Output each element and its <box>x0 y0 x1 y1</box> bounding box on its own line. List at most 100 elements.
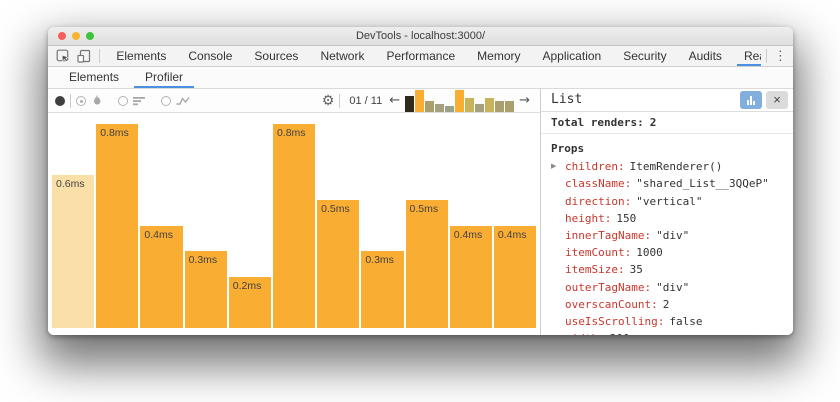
window-titlebar: DevTools - localhost:3000/ <box>48 27 793 46</box>
prop-row-useIsScrolling: useIsScrolling: false <box>551 313 783 330</box>
record-button[interactable] <box>55 95 65 106</box>
interactions-radio[interactable] <box>161 95 171 106</box>
commit-bar-label: 0.4ms <box>497 229 527 241</box>
prop-row-children: ▶ children: ItemRenderer() <box>551 158 783 175</box>
line-chart-icon <box>176 96 190 105</box>
commit-bar-3[interactable]: 0.4ms <box>140 226 183 328</box>
commit-bar-label: 0.3ms <box>365 254 394 266</box>
commit-bar-9[interactable]: 0.5ms <box>405 200 448 328</box>
snapshot-bar-2[interactable] <box>415 89 425 112</box>
prop-row-height: height: 150 <box>551 210 783 227</box>
snapshot-bar-10[interactable] <box>495 100 505 112</box>
view-option-ranked[interactable] <box>118 95 146 106</box>
commit-bar-label: 0.4ms <box>453 229 483 241</box>
close-window-button[interactable] <box>58 32 66 40</box>
commit-bar-4[interactable]: 0.3ms <box>184 251 227 328</box>
prop-value: "div" <box>656 280 690 294</box>
prop-name: innerTagName: <box>565 229 652 243</box>
tab-performance[interactable]: Performance <box>386 49 456 63</box>
snapshot-bar-9[interactable] <box>485 97 495 112</box>
profiler-toolbar: ⚙ 01 / 11 ← → <box>48 89 540 113</box>
overflow-menu-icon[interactable]: ⋮ <box>773 48 787 63</box>
tab-sources[interactable]: Sources <box>254 49 299 63</box>
ranked-radio[interactable] <box>118 95 128 106</box>
prop-name: itemCount: <box>565 246 632 260</box>
prop-row-className: className: "shared_List__3QQeP" <box>551 175 783 192</box>
snapshot-bar-11[interactable] <box>505 100 515 112</box>
tab-security[interactable]: Security <box>623 49 667 63</box>
prop-row-innerTagName: innerTagName: "div" <box>551 227 783 244</box>
prop-value: ItemRenderer() <box>629 160 723 174</box>
traffic-lights <box>58 27 94 45</box>
next-snapshot-arrow[interactable]: → <box>519 93 530 108</box>
commit-bar-7[interactable]: 0.5ms <box>317 200 360 328</box>
flamegraph-radio[interactable] <box>76 95 86 106</box>
tab-application[interactable]: Application <box>542 49 602 63</box>
zoom-window-button[interactable] <box>86 32 94 40</box>
commit-bar-label: 0.2ms <box>232 280 262 292</box>
props-list: ▶ children: ItemRenderer() className: "share… <box>551 158 783 335</box>
view-option-flamegraph[interactable] <box>76 94 103 107</box>
toggle-device-toolbar-icon[interactable] <box>73 46 94 66</box>
flame-icon <box>94 94 101 105</box>
component-name: List <box>551 92 583 108</box>
ranked-chart-icon <box>133 96 145 105</box>
tab-memory[interactable]: Memory <box>477 49 521 63</box>
commit-bar-label: 0.4ms <box>144 229 173 241</box>
previous-snapshot-arrow[interactable]: ← <box>389 93 401 108</box>
subtab-profiler[interactable]: Profiler <box>132 67 196 88</box>
commit-bar-1[interactable]: 0.6ms <box>52 175 95 328</box>
prop-name: outerTagName: <box>565 280 652 294</box>
prop-value: "vertical" <box>636 194 703 208</box>
profiler-left-pane: ⚙ 01 / 11 ← → 0.6ms 0.8ms 0.4ms 0.3ms 0.2ms 0… <box>48 89 540 335</box>
minimize-window-button[interactable] <box>72 32 80 40</box>
prop-row-itemCount: itemCount: 1000 <box>551 244 783 261</box>
snapshot-bar-8[interactable] <box>475 103 485 112</box>
snapshot-bar-7[interactable] <box>465 97 475 112</box>
commit-bar-10[interactable]: 0.4ms <box>449 226 492 328</box>
close-details-button[interactable]: × <box>766 90 788 109</box>
commit-bar-label: 0.8ms <box>100 127 129 139</box>
tab-network[interactable]: Network <box>320 49 365 63</box>
devtools-window: DevTools - localhost:3000/ Elements Conso… <box>48 27 793 335</box>
tab-console[interactable]: Console <box>188 49 233 63</box>
commit-bar-6[interactable]: 0.8ms <box>272 124 316 328</box>
commit-bar-11[interactable]: 0.4ms <box>493 226 537 328</box>
prop-value: 300 <box>610 330 630 335</box>
view-option-interactions[interactable] <box>161 95 190 106</box>
profiler-content: ⚙ 01 / 11 ← → 0.6ms 0.8ms 0.4ms 0.3ms 0.2ms 0… <box>48 89 793 335</box>
toolbar-divider <box>70 93 71 108</box>
snapshot-bar-1[interactable] <box>405 95 415 112</box>
prop-value: 1000 <box>636 246 663 260</box>
snapshot-bar-4[interactable] <box>435 103 445 112</box>
commit-bar-label: 0.6ms <box>56 178 85 190</box>
tab-react[interactable]: React <box>733 46 761 66</box>
gear-icon[interactable]: ⚙ <box>321 92 335 109</box>
prop-value: "shared_List__3QQeP" <box>636 177 769 191</box>
view-renders-chart-button[interactable] <box>740 90 762 109</box>
prop-name: children: <box>565 160 625 174</box>
snapshot-bar-3[interactable] <box>425 100 435 112</box>
subtab-elements[interactable]: Elements <box>69 70 120 84</box>
pane-divider[interactable] <box>540 89 541 335</box>
commit-bar-5[interactable]: 0.2ms <box>228 277 271 328</box>
commit-bar-2[interactable]: 0.8ms <box>96 124 139 328</box>
snapshot-bar-6[interactable] <box>455 89 465 112</box>
bar-chart-icon <box>747 95 755 105</box>
disclosure-triangle-icon[interactable]: ▶ <box>551 162 557 171</box>
prop-name: width: <box>565 330 605 335</box>
prop-name: className: <box>565 177 632 191</box>
toolbar-divider <box>99 49 101 63</box>
toolbar-divider <box>339 93 341 108</box>
prop-name: itemSize: <box>565 263 625 277</box>
tab-elements[interactable]: Elements <box>116 49 167 63</box>
props-heading: Props <box>551 142 585 156</box>
inspect-element-icon[interactable] <box>52 46 73 66</box>
tab-audits[interactable]: Audits <box>688 49 722 63</box>
snapshot-bar-5[interactable] <box>445 105 455 112</box>
devtools-tab-strip: Elements Console Sources Network Performance… <box>105 46 761 66</box>
prop-row-direction: direction: "vertical" <box>551 193 783 210</box>
prop-name: overscanCount: <box>565 297 658 311</box>
commit-bar-8[interactable]: 0.3ms <box>361 251 404 328</box>
